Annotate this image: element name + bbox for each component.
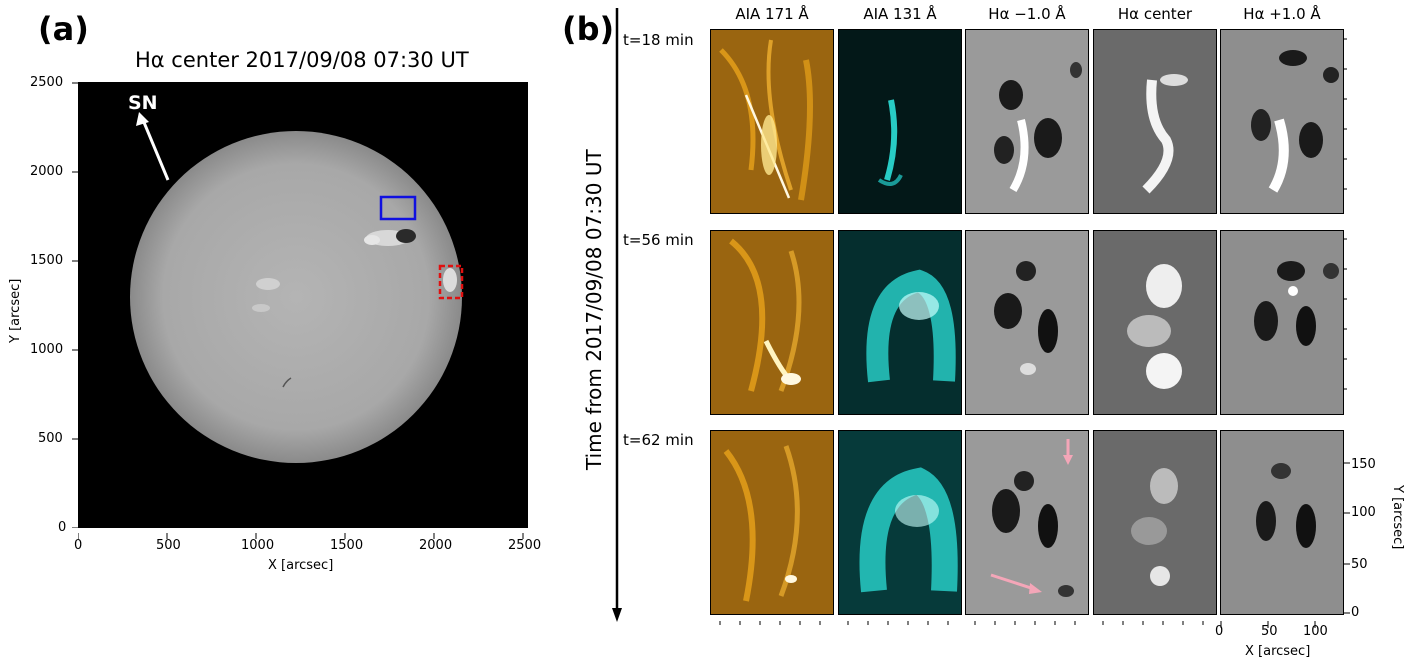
panel-b-ytick: 0 (1351, 605, 1360, 620)
row-label-t18: t=18 min (623, 31, 694, 49)
column-title-halpha-plus: Hα +1.0 Å (1243, 5, 1321, 23)
active-region-blobs (252, 229, 457, 388)
image-aia171-t18 (710, 29, 834, 214)
image-halpha-minus-t62 (965, 430, 1089, 615)
panel-b-ytick: 100 (1351, 505, 1376, 520)
image-aia171-t56 (710, 230, 834, 415)
column-title-halpha-minus: Hα −1.0 Å (988, 5, 1066, 23)
blue-solid-box (379, 195, 417, 221)
time-axis-label: Time from 2017/09/08 07:30 UT (582, 149, 606, 470)
image-halpha-center-t56 (1093, 230, 1217, 415)
panel-b-ylabel: Y [arcsec] (1390, 485, 1405, 550)
image-halpha-plus-t18 (1220, 29, 1344, 214)
panel-b-xtick: 100 (1303, 624, 1328, 639)
image-halpha-plus-t62 (1220, 430, 1344, 615)
image-halpha-center-t62 (1093, 430, 1217, 615)
column-title-aia131: AIA 131 Å (863, 5, 937, 23)
image-halpha-center-t18 (1093, 29, 1217, 214)
image-aia131-t56 (838, 230, 962, 415)
panel-a-ytick: 0 (58, 520, 67, 535)
panel-a-y-axis (72, 82, 78, 529)
panel-b-xtick: 50 (1261, 624, 1278, 639)
panel-a-xlabel: X [arcsec] (268, 558, 334, 573)
panel-b-xlabel: X [arcsec] (1245, 644, 1311, 659)
row-label-t56: t=56 min (623, 231, 694, 249)
panel-a-ytick: 500 (38, 431, 63, 446)
panel-b-right-ticks (1343, 29, 1351, 614)
sn-label: SN (128, 92, 158, 114)
sn-arrow (141, 119, 170, 181)
panel-a-ytick: 1000 (30, 342, 64, 357)
panel-a-xtick: 2000 (419, 538, 453, 553)
panel-a-ylabel: Y [arcsec] (8, 278, 23, 343)
image-halpha-minus-t18 (965, 29, 1089, 214)
image-aia171-t62 (710, 430, 834, 615)
panel-a-x-axis (77, 528, 528, 539)
image-halpha-plus-t56 (1220, 230, 1344, 415)
panel-a-xtick: 1000 (241, 538, 275, 553)
panel-a-ytick: 1500 (30, 253, 64, 268)
pink-arrow-vertical (1063, 439, 1073, 465)
image-aia131-t18 (838, 29, 962, 214)
row-label-t62: t=62 min (623, 431, 694, 449)
panel-b-bottom-ticks (710, 614, 1344, 628)
panel-b-label: (b) (562, 10, 615, 48)
panel-b-ytick: 150 (1351, 457, 1376, 472)
column-title-halpha-center: Hα center (1117, 5, 1193, 23)
full-disk-halpha-image (78, 82, 528, 528)
panel-a-xtick: 0 (74, 538, 83, 553)
image-halpha-minus-t56 (965, 230, 1089, 415)
panel-a-ytick: 2500 (30, 75, 64, 90)
column-title-aia171: AIA 171 Å (735, 5, 809, 23)
pink-arrow-diagonal (990, 573, 1042, 594)
time-axis-arrow (610, 8, 624, 624)
red-dashed-box (438, 264, 464, 300)
panel-a-title: Hα center 2017/09/08 07:30 UT (135, 48, 469, 72)
image-aia131-t62 (838, 430, 962, 615)
panel-a-xtick: 1500 (330, 538, 364, 553)
solar-disk (130, 131, 462, 463)
panel-b-ytick: 50 (1351, 557, 1368, 572)
panel-b-xtick: 0 (1215, 624, 1224, 639)
panel-a-xtick: 500 (156, 538, 181, 553)
panel-a-label: (a) (38, 10, 89, 48)
panel-a-ytick: 2000 (30, 164, 64, 179)
panel-a-xtick: 2500 (508, 538, 542, 553)
